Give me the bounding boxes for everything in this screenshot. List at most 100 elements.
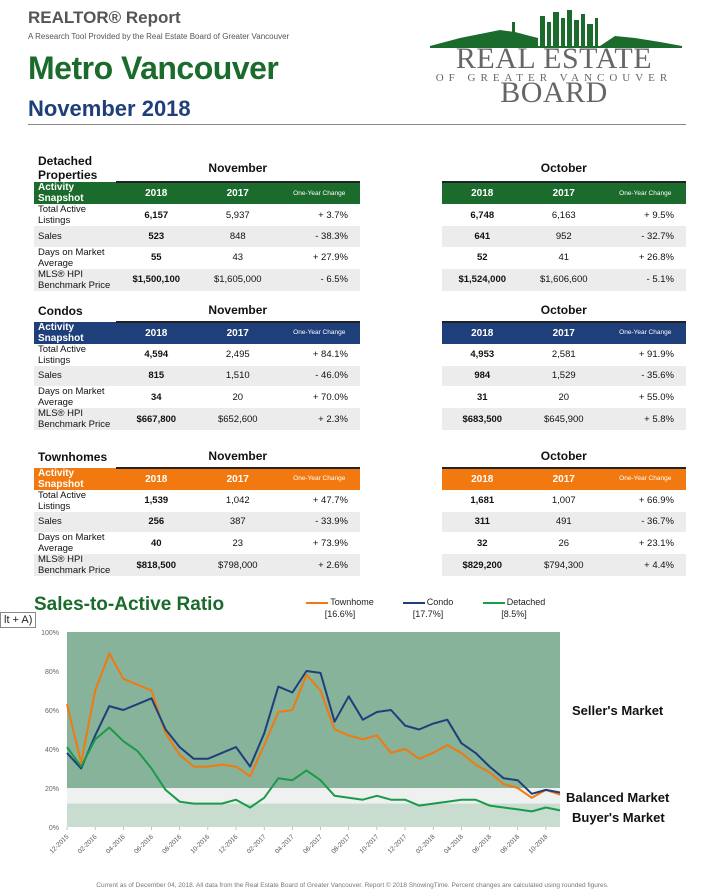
legend-condo-name: Condo: [426, 597, 454, 607]
col-header: One-Year Change: [278, 321, 360, 344]
cell-value: 2,495: [225, 349, 250, 360]
cell-value: 848: [197, 226, 279, 247]
x-tick-label: 12-2017: [387, 833, 409, 855]
activity-snapshot-bar: Activity Snapshot 2018 2017 One-Year Change…: [34, 321, 686, 344]
cell-value: 4,953: [470, 349, 495, 360]
cell-value: $1,524,000: [441, 268, 523, 291]
row-label: Days on Market Average: [38, 532, 105, 554]
cell-value: 31: [476, 391, 488, 403]
cell-value: 32: [476, 537, 488, 549]
cell-value: $798,000: [197, 554, 279, 576]
cell-change: + 84.1%: [312, 349, 348, 360]
cell-value: 26: [558, 537, 570, 549]
y-tick-label: 40%: [45, 747, 59, 754]
cell-value: 20: [232, 391, 244, 403]
row-label: Sales: [34, 511, 116, 532]
series-line-townhome: [66, 652, 561, 799]
y-tick-label: 20%: [45, 786, 59, 793]
x-tick-label: 12-2016: [218, 833, 240, 855]
cell-change: + 70.0%: [312, 391, 348, 403]
col-header: One-Year Change: [278, 467, 360, 490]
x-tick-label: 02-2016: [77, 833, 99, 855]
y-tick-label: 80%: [45, 669, 59, 676]
cell-value: 41: [558, 252, 570, 263]
section-title: Detached Properties: [38, 154, 98, 182]
sales-to-active-chart: 0% 20% 40% 60% 80% 100% 12-2015 02-2016 04-2016 0…: [41, 630, 561, 855]
y-tick-label: 0%: [49, 825, 59, 832]
cell-value: 2,581: [551, 349, 576, 360]
buyers-market-label: Buyer's Market: [572, 810, 665, 825]
cell-value: 523: [115, 226, 197, 247]
sellers-market-label: Seller's Market: [572, 703, 664, 718]
cell-change: + 73.9%: [312, 537, 348, 549]
chart-title: Sales-to-Active Ratio: [34, 594, 225, 615]
cell-change: + 66.9%: [638, 495, 674, 506]
cell-value: 1,539: [144, 495, 169, 506]
cell-change: - 33.9%: [278, 511, 360, 532]
cell-value: 641: [441, 226, 523, 247]
col-header: 2017: [523, 182, 605, 204]
cell-change: + 5.8%: [604, 408, 686, 430]
x-tick-label: 08-2016: [161, 833, 183, 855]
row-label: Days on Market Average: [38, 246, 105, 269]
cell-change: - 46.0%: [278, 365, 360, 386]
cell-value: 40: [150, 537, 162, 549]
legend-condo: Condo [17.7%]: [393, 597, 463, 619]
cell-change: + 47.7%: [312, 495, 348, 506]
col-header: 2018: [441, 467, 523, 490]
row-label: Total Active Listings: [38, 204, 87, 226]
col-header: One-Year Change: [604, 467, 686, 490]
cell-value: 311: [441, 511, 523, 532]
group-header: November: [115, 446, 360, 469]
skyline-logo-icon: [430, 10, 682, 48]
region-title: Metro Vancouver: [28, 50, 279, 86]
cell-value: 23: [232, 537, 244, 549]
balanced-market-label: Balanced Market: [566, 790, 670, 805]
cell-change: - 36.7%: [604, 511, 686, 532]
cell-value: 387: [197, 511, 279, 532]
col-header: One-Year Change: [278, 182, 360, 204]
y-tick-label: 60%: [45, 708, 59, 715]
cell-change: + 91.9%: [638, 349, 674, 360]
cell-value: 20: [558, 391, 570, 403]
bar-label: Activity Snapshot: [34, 182, 116, 204]
cell-change: - 38.3%: [278, 226, 360, 247]
cell-value: 952: [523, 226, 605, 247]
table-row: Days on Market Average 55 43 + 27.9% 52 41 + 2…: [34, 246, 686, 269]
activity-snapshot-bar: Activity Snapshot 2018 2017 One-Year Change…: [34, 182, 686, 204]
cell-value: 34: [150, 391, 162, 403]
cell-change: + 27.9%: [312, 252, 348, 263]
stats-table: Condos November October Activity Snapshot 20…: [34, 300, 686, 430]
x-tick-label: 10-2018: [528, 833, 550, 855]
table-row: Sales 256 387- 33.9% 311 491- 36.7%: [34, 511, 686, 532]
table-row: MLS® HPI Benchmark Price $667,800 $652,600…: [34, 408, 686, 430]
cell-value: 1,529: [523, 365, 605, 386]
y-tick-label: 100%: [41, 630, 59, 637]
cell-value: 1,510: [197, 365, 279, 386]
group-header: October: [441, 154, 686, 183]
cell-change: - 6.5%: [278, 268, 360, 291]
legend-detached-swatch: [482, 601, 505, 604]
table-row: Days on Market Average 40 23 + 73.9% 32 26 + 2…: [34, 532, 686, 554]
cell-change: + 3.7%: [318, 209, 348, 221]
cell-change: + 23.1%: [638, 537, 674, 549]
legend-detached-name: Detached: [506, 597, 546, 607]
x-tick-label: 06-2018: [471, 833, 493, 855]
row-label: Sales: [34, 365, 116, 386]
legend-detached-value: [8.5%]: [501, 609, 527, 619]
x-tick-label: 08-2018: [499, 833, 521, 855]
x-tick-label: 06-2016: [133, 833, 155, 855]
col-header: 2018: [441, 321, 523, 344]
buyers-market-zone: [67, 803, 560, 827]
cell-value: 6,163: [551, 209, 576, 221]
cell-change: + 2.3%: [278, 408, 360, 430]
legend-townhome: Townhome [16.6%]: [300, 597, 380, 619]
col-header: One-Year Change: [604, 321, 686, 344]
balanced-market-zone: [67, 788, 560, 804]
cell-value: $1,500,100: [115, 268, 197, 291]
group-header: October: [441, 446, 686, 469]
footer-note: Current as of December 04, 2018. All dat…: [96, 882, 609, 889]
series-line-detached: [66, 726, 561, 813]
row-label: Total Active Listings: [38, 343, 87, 366]
legend-townhome-swatch: [306, 601, 329, 604]
